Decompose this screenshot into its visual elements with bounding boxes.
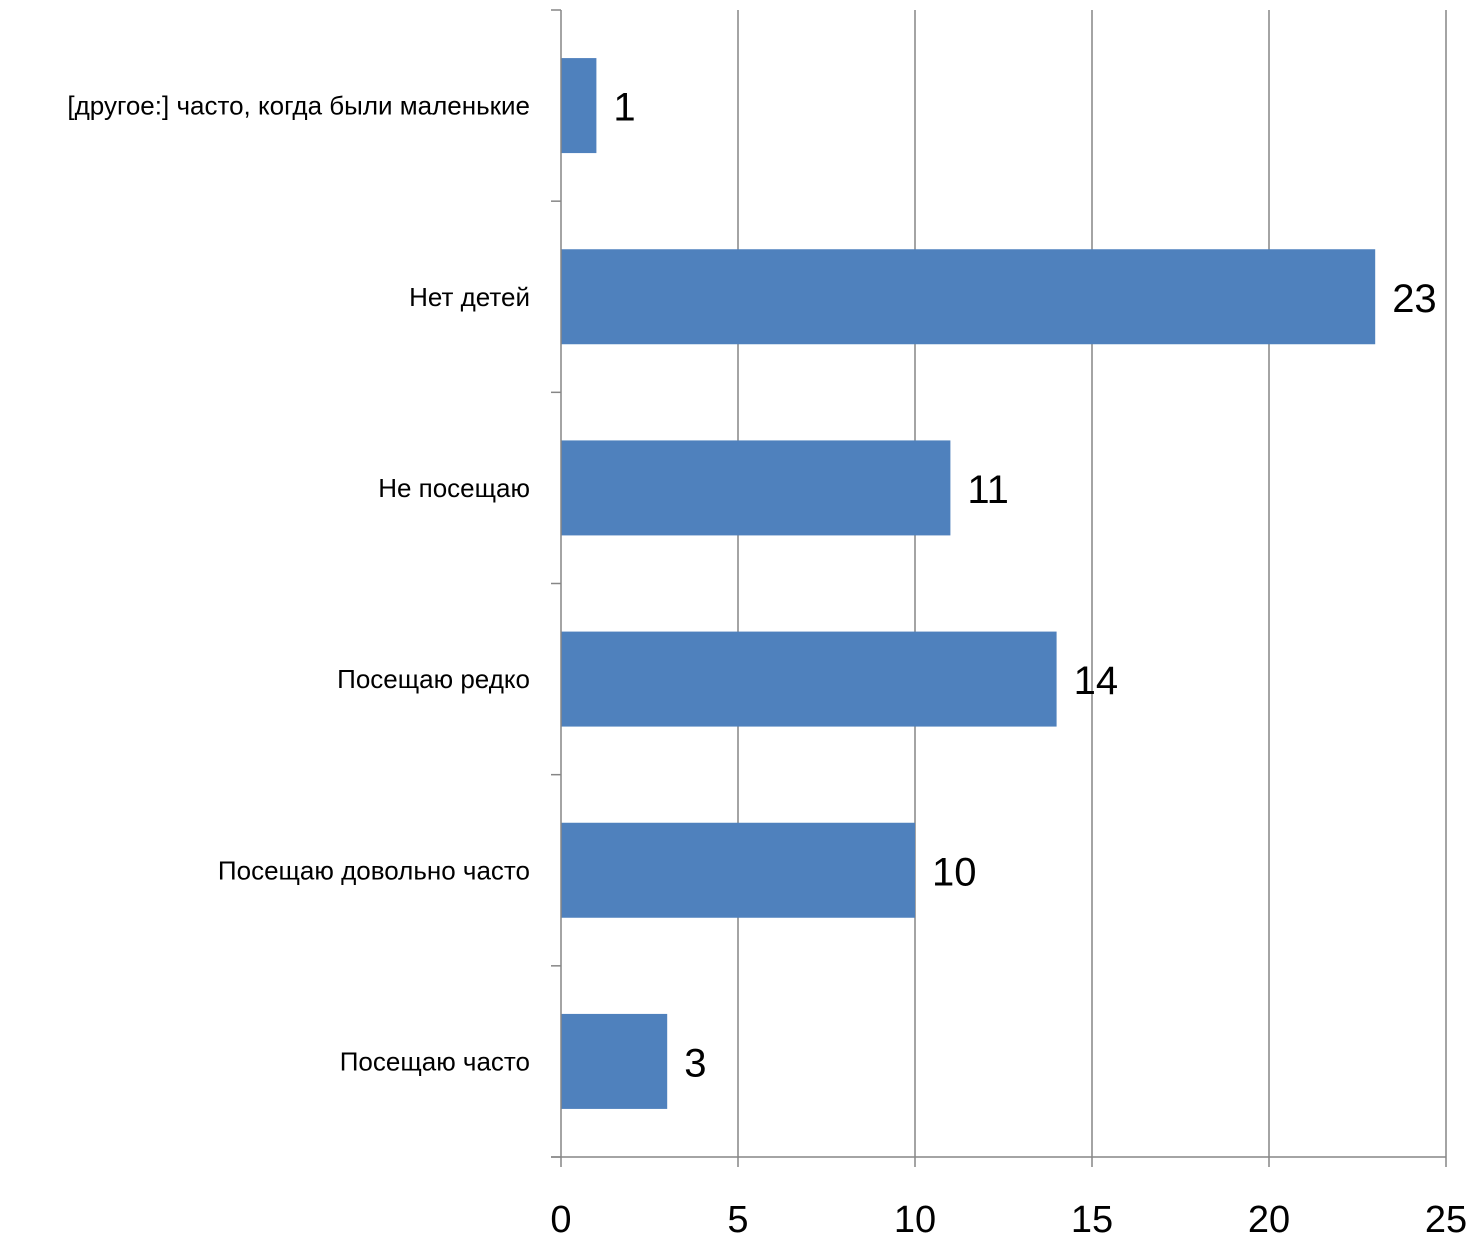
data-label-3: 14 xyxy=(1074,659,1119,703)
category-label-4: Посещаю довольно часто xyxy=(218,855,530,885)
category-label-0: [другое:] часто, когда были маленькие xyxy=(67,91,530,121)
bar-2 xyxy=(561,440,951,536)
bar-4 xyxy=(561,822,915,918)
category-label-3: Посещаю редко xyxy=(337,664,530,694)
x-tick-label-0: 0 xyxy=(550,1199,571,1238)
category-label-2: Не посещаю xyxy=(378,473,530,503)
bar-3 xyxy=(561,631,1057,727)
data-label-0: 1 xyxy=(613,86,635,130)
data-label-2: 11 xyxy=(967,468,1009,512)
x-tick-label-10: 10 xyxy=(894,1199,936,1238)
bar-1 xyxy=(561,249,1376,345)
data-label-4: 10 xyxy=(932,850,977,894)
data-label-5: 3 xyxy=(684,1041,706,1085)
x-tick-label-15: 15 xyxy=(1071,1199,1113,1238)
x-tick-label-25: 25 xyxy=(1425,1199,1467,1238)
data-label-1: 23 xyxy=(1392,277,1437,321)
category-label-5: Посещаю часто xyxy=(340,1046,530,1076)
bar-5 xyxy=(561,1013,668,1109)
x-tick-label-20: 20 xyxy=(1248,1199,1290,1238)
bar-0 xyxy=(561,58,597,154)
category-label-1: Нет детей xyxy=(409,282,530,312)
x-tick-label-5: 5 xyxy=(727,1199,748,1238)
